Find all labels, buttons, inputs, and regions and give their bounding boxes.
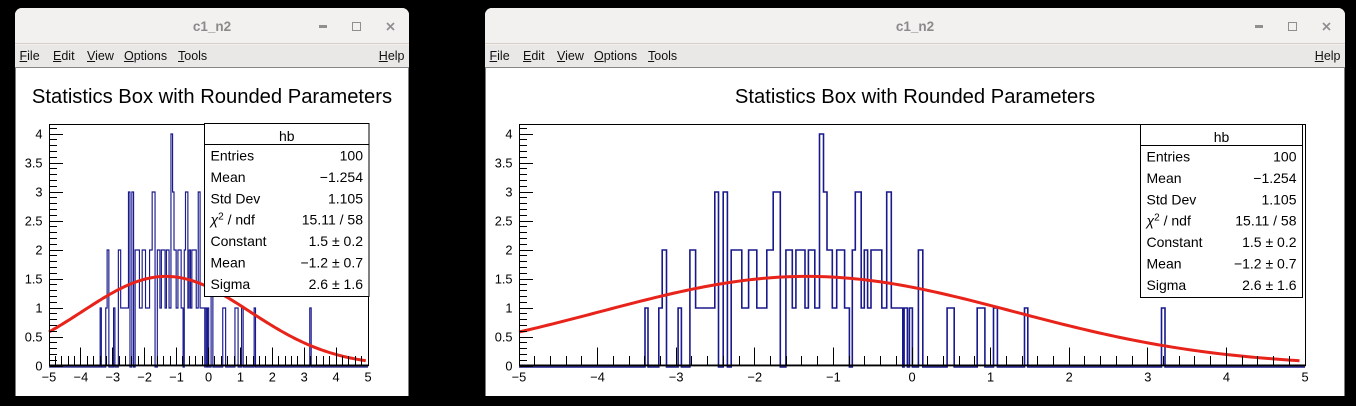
- svg-text:Mean: Mean: [211, 255, 246, 271]
- svg-text:Statistics Box with Rounded Pa: Statistics Box with Rounded Parameters: [32, 86, 392, 108]
- svg-text:Mean: Mean: [211, 169, 246, 185]
- svg-text:Std Dev: Std Dev: [211, 190, 261, 206]
- svg-text:1: 1: [987, 370, 994, 385]
- svg-text:−3: −3: [106, 370, 121, 385]
- svg-text:3.5: 3.5: [25, 155, 43, 170]
- svg-text:−5: −5: [42, 370, 57, 385]
- svg-text:1.5 ± 0.2: 1.5 ± 0.2: [1242, 234, 1297, 250]
- svg-text:1.105: 1.105: [1261, 191, 1296, 207]
- svg-text:1.5: 1.5: [25, 271, 43, 286]
- svg-text:1.5 ± 0.2: 1.5 ± 0.2: [309, 233, 364, 249]
- svg-text:0: 0: [505, 358, 512, 373]
- svg-text:3: 3: [505, 184, 512, 199]
- svg-text:0: 0: [205, 370, 212, 385]
- svg-text:2: 2: [269, 370, 276, 385]
- svg-text:Mean: Mean: [1147, 170, 1182, 186]
- svg-text:Entries: Entries: [1147, 149, 1191, 165]
- svg-text:hb: hb: [279, 128, 295, 144]
- svg-text:1: 1: [237, 370, 244, 385]
- svg-text:Statistics Box with Rounded Pa: Statistics Box with Rounded Parameters: [735, 86, 1095, 108]
- svg-text:−3: −3: [669, 370, 684, 385]
- svg-text:5: 5: [364, 370, 371, 385]
- svg-text:3: 3: [301, 370, 308, 385]
- svg-text:0: 0: [35, 358, 42, 373]
- svg-text:−2: −2: [748, 370, 763, 385]
- svg-text:−1.2 ± 0.7: −1.2 ± 0.7: [300, 255, 363, 271]
- svg-text:−1: −1: [826, 370, 841, 385]
- svg-text:100: 100: [340, 148, 364, 164]
- svg-text:0.5: 0.5: [25, 329, 43, 344]
- svg-text:2.5: 2.5: [25, 213, 43, 228]
- svg-text:2: 2: [1066, 370, 1073, 385]
- svg-text:−1: −1: [169, 370, 184, 385]
- svg-text:100: 100: [1273, 149, 1297, 165]
- svg-text:1.105: 1.105: [328, 190, 363, 206]
- svg-text:1.5: 1.5: [495, 271, 513, 286]
- svg-text:2.6 ± 1.6: 2.6 ± 1.6: [1242, 277, 1297, 293]
- svg-text:15.11 / 58: 15.11 / 58: [302, 212, 363, 228]
- svg-text:−5: −5: [512, 370, 527, 385]
- svg-text:3.5: 3.5: [495, 155, 513, 170]
- svg-text:hb: hb: [1214, 129, 1230, 145]
- svg-text:4: 4: [333, 370, 340, 385]
- svg-text:−4: −4: [590, 370, 605, 385]
- svg-text:3: 3: [35, 184, 42, 199]
- svg-text:0.5: 0.5: [495, 329, 513, 344]
- svg-text:−4: −4: [74, 370, 89, 385]
- svg-text:χ2 / ndf: χ2 / ndf: [1145, 213, 1191, 229]
- svg-text:Constant: Constant: [211, 233, 267, 249]
- svg-text:Constant: Constant: [1147, 234, 1203, 250]
- svg-text:Sigma: Sigma: [211, 276, 251, 292]
- svg-text:Entries: Entries: [211, 148, 255, 164]
- svg-text:5: 5: [1301, 370, 1308, 385]
- svg-text:1: 1: [505, 300, 512, 315]
- svg-text:−2: −2: [137, 370, 152, 385]
- svg-text:Sigma: Sigma: [1147, 277, 1187, 293]
- svg-text:4: 4: [1223, 370, 1230, 385]
- svg-text:Std Dev: Std Dev: [1147, 191, 1197, 207]
- svg-text:2.5: 2.5: [495, 213, 513, 228]
- svg-text:4: 4: [505, 126, 512, 141]
- svg-text:−1.2 ± 0.7: −1.2 ± 0.7: [1234, 256, 1297, 272]
- svg-text:0: 0: [908, 370, 915, 385]
- svg-text:χ2 / ndf: χ2 / ndf: [209, 212, 255, 228]
- svg-text:4: 4: [35, 126, 42, 141]
- svg-text:2.6 ± 1.6: 2.6 ± 1.6: [309, 276, 364, 292]
- svg-text:2: 2: [505, 242, 512, 257]
- svg-text:−1.254: −1.254: [320, 169, 363, 185]
- svg-text:3: 3: [1144, 370, 1151, 385]
- svg-text:1: 1: [35, 300, 42, 315]
- svg-text:−1.254: −1.254: [1253, 170, 1296, 186]
- svg-text:2: 2: [35, 242, 42, 257]
- svg-text:Mean: Mean: [1147, 256, 1182, 272]
- svg-text:15.11 / 58: 15.11 / 58: [1235, 213, 1296, 229]
